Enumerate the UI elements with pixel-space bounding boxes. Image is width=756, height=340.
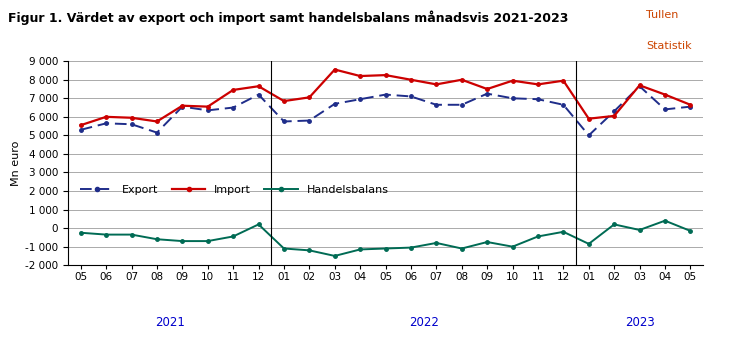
Text: Figur 1. Värdet av export och import samt handelsbalans månadsvis 2021-2023: Figur 1. Värdet av export och import sam… xyxy=(8,10,568,25)
Text: 2021: 2021 xyxy=(155,317,184,329)
Text: 2022: 2022 xyxy=(409,317,438,329)
Y-axis label: Mn euro: Mn euro xyxy=(11,140,21,186)
Text: Statistik: Statistik xyxy=(646,41,692,51)
Legend: Export, Import, Handelsbalans: Export, Import, Handelsbalans xyxy=(80,185,389,195)
Text: Tullen: Tullen xyxy=(646,10,679,20)
Text: 2023: 2023 xyxy=(624,317,655,329)
